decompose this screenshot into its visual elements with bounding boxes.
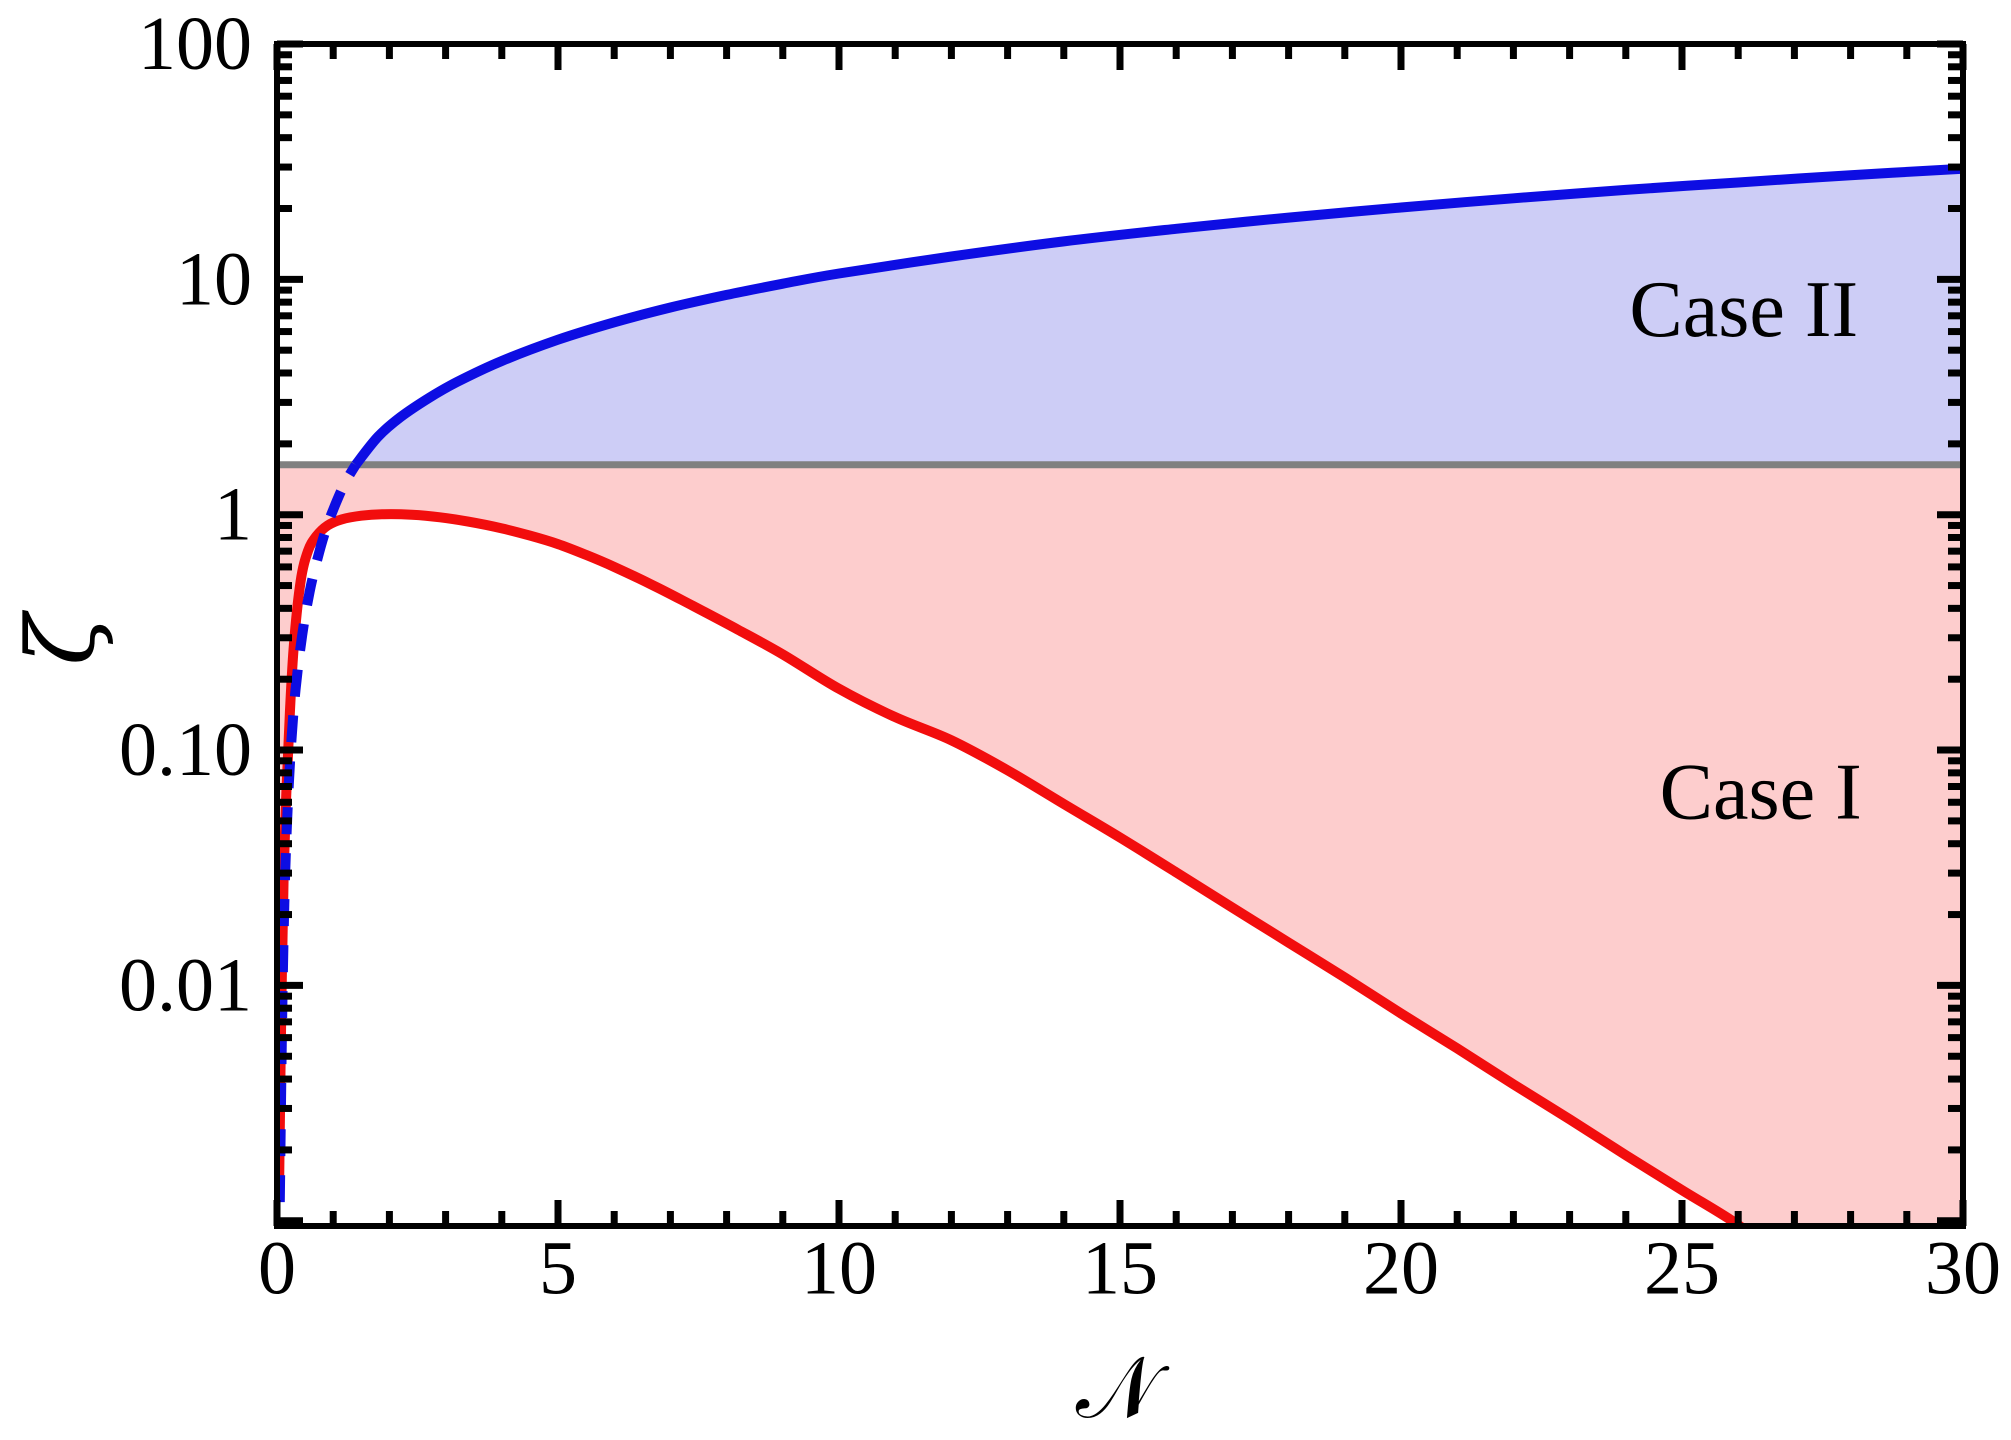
x-tick-label: 15 — [1082, 1227, 1158, 1311]
shaded-regions — [277, 168, 1963, 1226]
x-tick-label: 5 — [539, 1227, 577, 1311]
y-tick-label: 1 — [214, 473, 252, 557]
case-i-curve — [277, 509, 1748, 1226]
y-tick-label: 0.10 — [119, 708, 252, 792]
axis-tick-labels: 100 10 1 0.10 0.01 0 5 10 15 20 25 30 — [119, 2, 2001, 1311]
case-ii-curve-solid — [351, 163, 1963, 468]
case-ii-shaded-region — [355, 168, 1963, 465]
y-tick-label: 0.01 — [119, 943, 252, 1027]
curves-group — [277, 163, 1963, 1226]
x-tick-label: 0 — [258, 1227, 296, 1311]
x-tick-label: 10 — [801, 1227, 877, 1311]
x-tick-label: 20 — [1363, 1227, 1439, 1311]
case-i-shaded-region — [277, 464, 1963, 1226]
y-axis-label: ζ — [8, 609, 117, 665]
case-i-region-label: Case I — [1660, 749, 1862, 837]
y-tick-label: 10 — [176, 237, 252, 321]
case-ii-region-label: Case II — [1629, 266, 1858, 354]
axis-ticks — [273, 40, 1967, 1226]
x-tick-label: 30 — [1925, 1227, 2001, 1311]
x-tick-label: 25 — [1644, 1227, 1720, 1311]
x-axis-label: 𝒩 — [1076, 1338, 1170, 1438]
y-tick-label: 100 — [138, 2, 252, 86]
case-ii-curve-dashed — [277, 462, 360, 1203]
